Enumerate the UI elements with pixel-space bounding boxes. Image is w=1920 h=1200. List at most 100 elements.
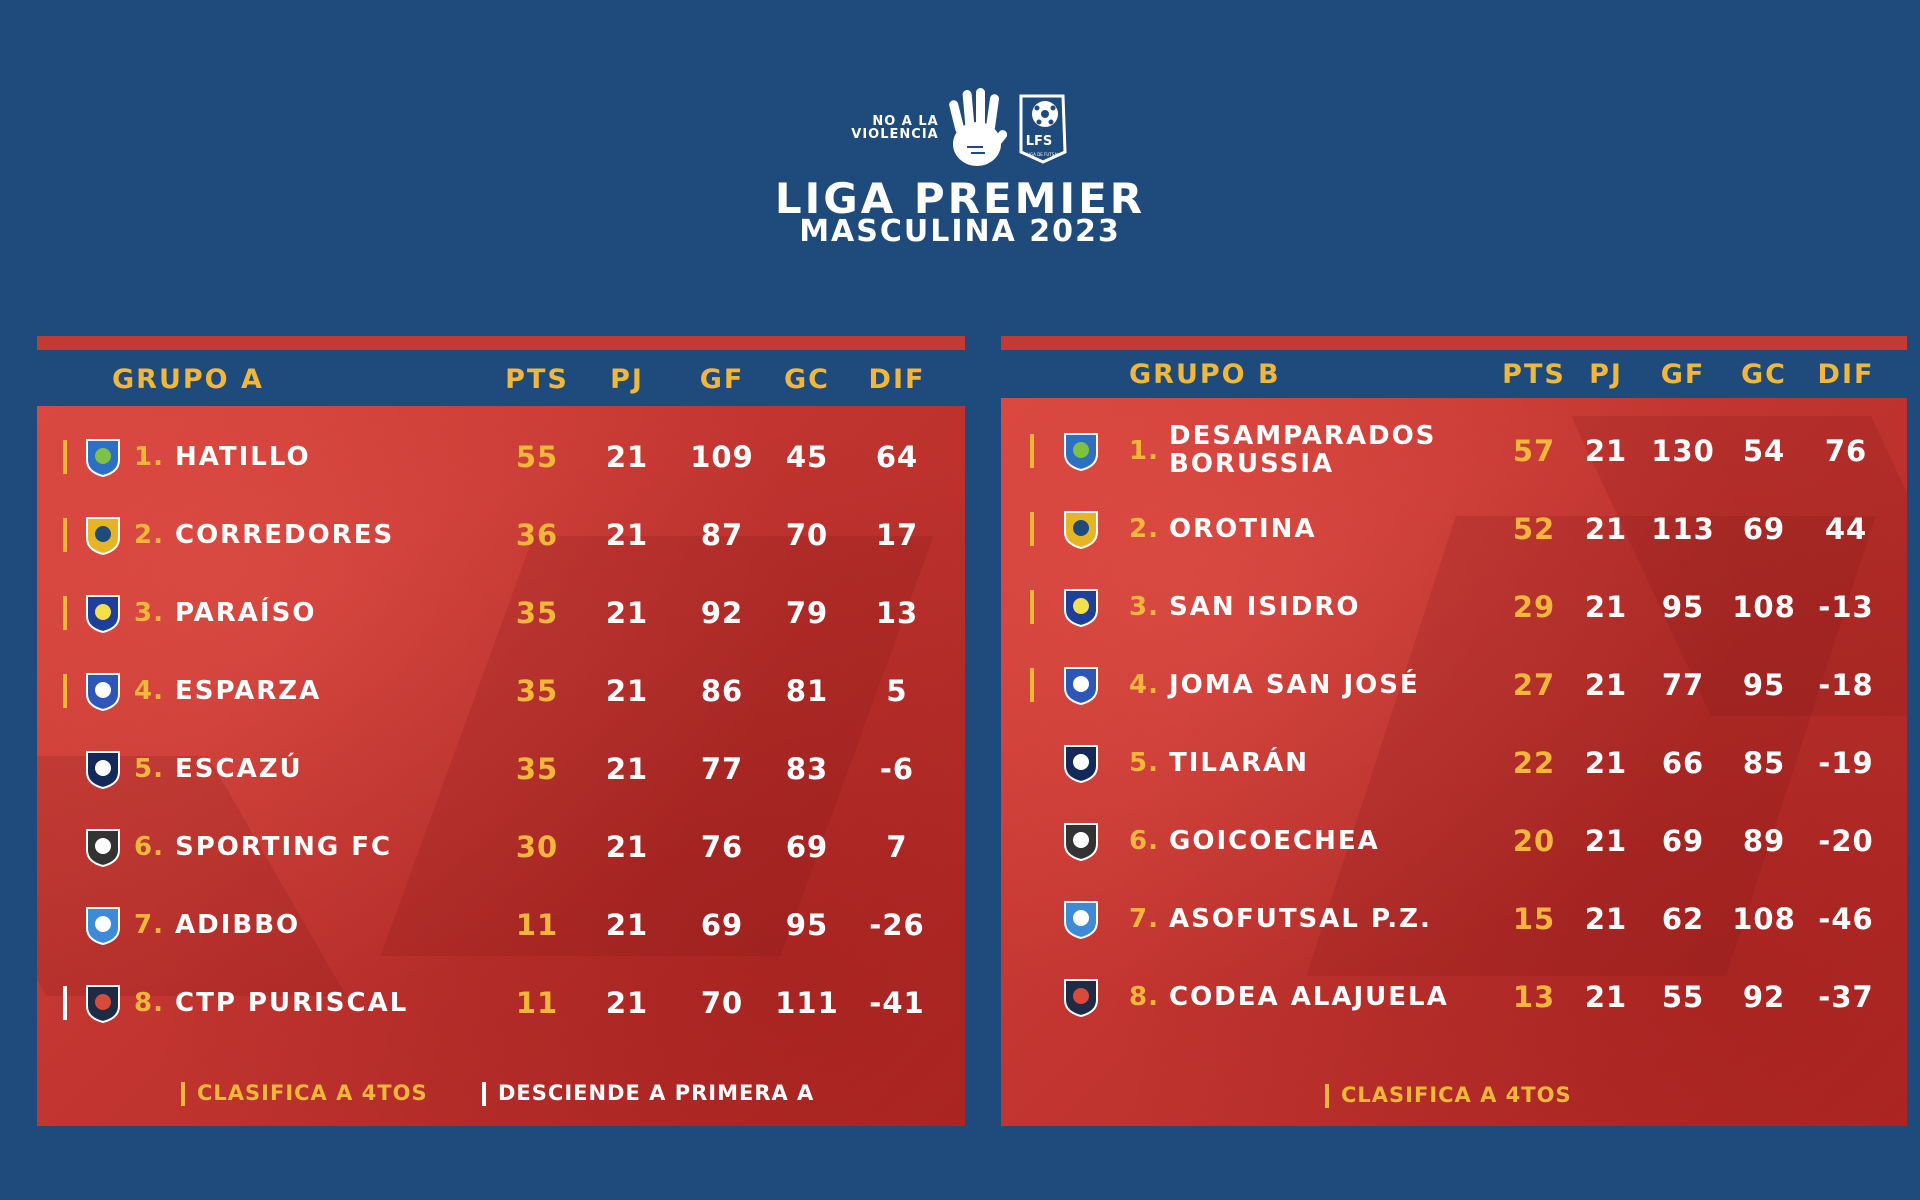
legend-qualify-text: CLASIFICA A 4TOS [197,1081,428,1105]
pj-value: 21 [605,986,649,1020]
team-name: PARAÍSO [175,598,317,628]
gf-value: 92 [700,596,744,630]
standings-row: 7. ASOFUTSAL P.Z. 15 21 62 108 -46 [1001,880,1907,958]
pj-value: 21 [605,752,649,786]
gf-value: 69 [700,908,744,942]
gc-value: 85 [1742,746,1786,780]
standings-row: 8. CTP PURISCAL 11 21 70 111 -41 [37,964,965,1042]
gf-value: 69 [1661,824,1705,858]
rank: 4. [1129,670,1159,700]
dif-value: 5 [886,674,908,708]
gc-value: 70 [785,518,829,552]
team-name: CODEA ALAJUELA [1169,982,1449,1012]
no-a-la-violencia-text: NO A LA VIOLENCIA [851,115,938,141]
desamparados-crest-icon [1061,430,1101,472]
pj-value: 21 [1584,746,1628,780]
dif-value: -18 [1818,668,1874,702]
dif-value: 7 [886,830,908,864]
col-pj: PJ [1589,359,1623,390]
gc-value: 69 [1742,512,1786,546]
standings-row: 2. CORREDORES 36 21 87 70 17 [37,496,965,574]
page-subtitle: MASCULINA 2023 [799,214,1121,249]
pts-value: 30 [515,830,559,864]
pts-value: 57 [1512,434,1556,468]
page-title: LIGA PREMIER [774,174,1146,223]
col-gf: GF [1660,359,1706,390]
pj-value: 21 [605,830,649,864]
group-b-header: GRUPO B PTS PJ GF GC DIF [1001,350,1907,398]
standings-row: 6. GOICOECHEA 20 21 69 89 -20 [1001,802,1907,880]
team-name: TILARÁN [1169,748,1310,778]
team-name: OROTINA [1169,514,1317,544]
dif-value: -20 [1818,824,1874,858]
gf-value: 70 [700,986,744,1020]
pj-value: 21 [1584,902,1628,936]
gf-value: 55 [1661,980,1705,1014]
pts-value: 15 [1512,902,1556,936]
gc-value: 108 [1732,902,1796,936]
gc-value: 108 [1732,590,1796,624]
standing-marker [63,518,67,552]
gf-value: 77 [1661,668,1705,702]
col-gf: GF [699,364,745,395]
goicoechea-crest-icon [1061,820,1101,862]
group-b-panel: GRUPO B PTS PJ GF GC DIF 1. DESAMPARADOS … [1001,336,1907,1126]
rank: 3. [1129,592,1159,622]
dif-value: -13 [1818,590,1874,624]
gc-value: 81 [785,674,829,708]
adibbo-crest-icon [83,904,123,946]
rank: 5. [1129,748,1159,778]
team-name: ASOFUTSAL P.Z. [1169,904,1432,934]
rank: 6. [1129,826,1159,856]
pts-value: 27 [1512,668,1556,702]
gf-value: 77 [700,752,744,786]
group-a-panel: GRUPO A PTS PJ GF GC DIF 1. HATILLO 55 21 10… [37,336,965,1126]
dif-value: 44 [1824,512,1868,546]
team-name: DESAMPARADOS BORUSSIA [1169,421,1437,479]
standings-row: 6. SPORTING FC 30 21 76 69 7 [37,808,965,886]
legend-relegate-marker [482,1082,486,1106]
team-name: ADIBBO [175,910,301,940]
team-name: SAN ISIDRO [1169,592,1361,622]
col-pts: PTS [505,364,569,395]
standing-marker [63,674,67,708]
standing-marker [63,986,67,1020]
gf-value: 86 [700,674,744,708]
codea-crest-icon [1061,976,1101,1018]
pj-value: 21 [605,440,649,474]
rank: 8. [134,988,164,1018]
standings-row: 2. OROTINA 52 21 113 69 44 [1001,490,1907,568]
rank: 4. [134,676,164,706]
standings-row: 8. CODEA ALAJUELA 13 21 55 92 -37 [1001,958,1907,1036]
gf-value: 109 [690,440,754,474]
dif-value: -46 [1818,902,1874,936]
puriscal-crest-icon [83,982,123,1024]
rank: 6. [134,832,164,862]
pj-value: 21 [1584,980,1628,1014]
pts-value: 11 [515,908,559,942]
legend-qualify-marker [1325,1084,1329,1108]
rank: 8. [1129,982,1159,1012]
pj-value: 21 [605,596,649,630]
team-name: ESCAZÚ [175,754,303,784]
pts-value: 55 [515,440,559,474]
pts-value: 35 [515,752,559,786]
pts-value: 35 [515,674,559,708]
standings-row: 5. TILARÁN 22 21 66 85 -19 [1001,724,1907,802]
campaign-line-2: VIOLENCIA [851,127,939,142]
standing-marker [63,596,67,630]
dif-value: 13 [875,596,919,630]
standings-row: 4. ESPARZA 35 21 86 81 5 [37,652,965,730]
header-logos: NO A LA VIOLENCIA LFS LIGA DE FUTSAL [0,86,1920,170]
pts-value: 36 [515,518,559,552]
pts-value: 11 [515,986,559,1020]
team-name: HATILLO [175,442,311,472]
legend-qualify-marker [181,1082,185,1106]
hatillo-crest-icon [83,436,123,478]
col-gc: GC [1741,359,1787,390]
gc-value: 92 [1742,980,1786,1014]
dif-value: -37 [1818,980,1874,1014]
paraiso-crest-icon [83,592,123,634]
standings-row: 1. HATILLO 55 21 109 45 64 [37,418,965,496]
standing-marker [1030,668,1034,702]
